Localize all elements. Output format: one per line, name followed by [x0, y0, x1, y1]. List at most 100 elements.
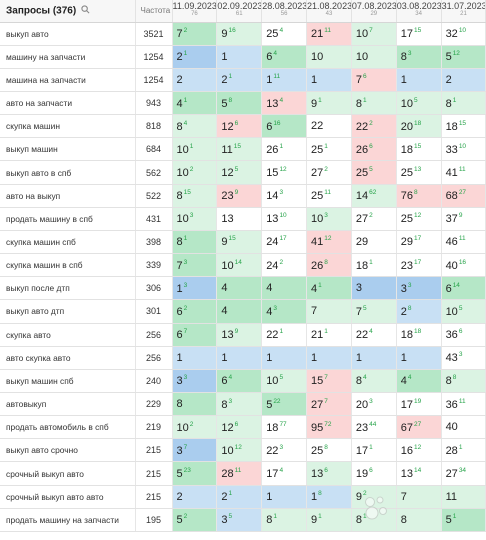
query-cell[interactable]: машина на запчасти: [0, 68, 136, 92]
position-cell: 7: [306, 299, 352, 324]
table-row[interactable]: выкуп машин 684 101 1115 261 251 266 1815 3310: [0, 137, 486, 162]
table-row[interactable]: скупка авто 256 67 139 221 211 224 1818 366: [0, 323, 486, 347]
query-cell[interactable]: выкуп машин спб: [0, 369, 136, 394]
frequency-cell: 229: [135, 392, 173, 417]
position-value: 9: [311, 514, 318, 527]
position-cell: 8: [172, 392, 218, 417]
query-cell[interactable]: продать автомобиль в спб: [0, 415, 136, 440]
position-value: 29: [355, 235, 369, 248]
table-row[interactable]: скупка машин спб 398 81 915 2417 4112 29 2917 46…: [0, 230, 486, 255]
position-change: 3: [369, 397, 373, 405]
table-row[interactable]: продать машину на запчасти 195 52 35 81 91 81 8…: [0, 508, 486, 532]
table-row[interactable]: выкуп авто 3521 72 916 254 2111 107 1715 3210: [0, 22, 486, 46]
position-change: 8: [318, 490, 322, 498]
position-change: 27: [458, 189, 467, 197]
position-change: 1: [363, 513, 367, 521]
position-cell: 1314: [396, 461, 442, 486]
position-cell: 4: [216, 276, 263, 301]
query-cell[interactable]: продать машину на запчасти: [0, 508, 136, 532]
position-value: 6: [266, 120, 273, 133]
date-column-header[interactable]: 03.08.2023 34: [396, 0, 442, 23]
position-value: 8: [400, 51, 407, 64]
position-change: 11: [324, 27, 332, 35]
position-change: 2: [183, 27, 188, 35]
date-column-header[interactable]: 31.07.2023 21: [441, 0, 486, 23]
query-cell[interactable]: авто на выкуп: [0, 184, 136, 208]
query-cell[interactable]: выкуп после дтп: [0, 276, 136, 301]
table-row[interactable]: выкуп авто в спб 562 102 125 1512 272 255 2513 4…: [0, 160, 486, 185]
search-icon[interactable]: [81, 5, 90, 17]
table-row[interactable]: машину на запчасти 1254 21 1 64 10 10 83 512: [0, 45, 486, 69]
date-column-header[interactable]: 07.08.2023 29: [351, 0, 397, 23]
date-sub-number: 34: [415, 11, 422, 17]
query-cell[interactable]: выкуп авто дтп: [0, 299, 136, 324]
position-change: 8: [452, 374, 457, 382]
frequency-cell: 256: [135, 346, 173, 370]
position-change: 34: [458, 467, 467, 475]
query-cell[interactable]: авто скупка авто: [0, 346, 136, 370]
query-cell[interactable]: машину на запчасти: [0, 45, 136, 69]
position-cell: 1715: [396, 22, 442, 46]
frequency-cell: 339: [135, 253, 173, 278]
date-column-header[interactable]: 28.08.2023 56: [261, 0, 308, 23]
position-cell: 379: [441, 207, 486, 231]
table-row[interactable]: продать машину в спб 431 103 13 1310 103 272 25…: [0, 207, 486, 231]
position-value: 10: [176, 143, 189, 156]
position-change: 14: [234, 258, 242, 266]
position-cell: 4111: [441, 160, 486, 185]
table-row[interactable]: выкуп авто срочно 215 37 1012 223 258 171 1612 2…: [0, 438, 486, 463]
query-cell[interactable]: скупка машин спб: [0, 230, 136, 255]
date-column-header[interactable]: 11.09.2023 76: [172, 0, 218, 23]
query-cell[interactable]: продать машину в спб: [0, 207, 136, 231]
table-row[interactable]: скупка машин в спб 339 73 1014 242 268 181 2317…: [0, 253, 486, 278]
position-value: 29: [400, 236, 413, 249]
frequency-header[interactable]: Частота: [135, 0, 173, 23]
query-cell[interactable]: скупка авто: [0, 323, 136, 347]
date-sub-value: 29: [352, 11, 395, 20]
position-cell: 102: [172, 160, 218, 185]
table-row[interactable]: выкуп авто дтп 301 62 4 43 7 75 28 105: [0, 299, 486, 324]
query-cell[interactable]: выкуп авто в спб: [0, 160, 136, 185]
query-cell[interactable]: выкуп машин: [0, 137, 136, 162]
query-cell[interactable]: срочный выкуп авто: [0, 461, 136, 486]
date-column-header[interactable]: 21.08.2023 43: [306, 0, 352, 23]
position-value: 2: [445, 73, 452, 86]
query-cell[interactable]: скупка машин в спб: [0, 253, 136, 278]
position-value: 2: [176, 490, 183, 503]
table-row[interactable]: выкуп машин спб 240 33 64 105 157 84 44 88: [0, 369, 486, 394]
table-row[interactable]: авто скупка авто 256 1 1 1 1 1 1 433: [0, 346, 486, 370]
table-row[interactable]: срочный выкуп авто авто 215 2 21 1 18 92 7 11: [0, 485, 486, 509]
table-row[interactable]: авто на запчасти 943 41 58 134 91 81 105 81: [0, 91, 486, 116]
position-change: 77: [279, 420, 287, 428]
query-cell[interactable]: автовыкуп: [0, 392, 136, 417]
table-row[interactable]: машина на запчасти 1254 2 21 111 1 76 1 2: [0, 68, 486, 92]
position-cell: 4112: [306, 230, 352, 255]
query-cell[interactable]: выкуп авто срочно: [0, 438, 136, 463]
position-value: 8: [176, 120, 183, 133]
position-value: 26: [355, 143, 369, 156]
position-change: 3: [189, 212, 194, 220]
query-cell[interactable]: выкуп авто: [0, 22, 136, 46]
date-column-header[interactable]: 02.09.2023 61: [216, 0, 263, 23]
table-row[interactable]: скупка машин 818 84 126 616 22 222 2018 1815: [0, 114, 486, 139]
table-row[interactable]: продать автомобиль в спб 219 102 126 1877 957…: [0, 415, 486, 440]
query-cell[interactable]: срочный выкуп авто авто: [0, 485, 136, 509]
table-row[interactable]: срочный выкуп авто 215 523 2811 174 136 196 131…: [0, 461, 486, 486]
position-change: 1: [273, 513, 277, 521]
query-cell[interactable]: скупка машин: [0, 114, 136, 139]
position-change: 11: [234, 467, 242, 475]
position-cell: 768: [396, 184, 442, 208]
query-cell[interactable]: авто на запчасти: [0, 91, 136, 116]
position-value: 13: [266, 97, 279, 110]
position-value: 1: [176, 351, 183, 364]
position-value: 6: [445, 282, 452, 295]
position-change: 10: [279, 212, 287, 220]
position-value: 14: [355, 190, 369, 203]
position-value: 4: [176, 97, 183, 110]
table-row[interactable]: автовыкуп 229 8 83 522 277 203 1719 3611: [0, 392, 486, 417]
table-row[interactable]: авто на выкуп 522 815 239 143 2511 1462 768 6827: [0, 184, 486, 208]
queries-header[interactable]: Запросы (376): [0, 0, 136, 23]
position-value: 25: [311, 190, 324, 203]
table-row[interactable]: выкуп после дтп 306 13 4 4 41 3 33 614: [0, 276, 486, 301]
position-cell: 1310: [261, 207, 308, 231]
